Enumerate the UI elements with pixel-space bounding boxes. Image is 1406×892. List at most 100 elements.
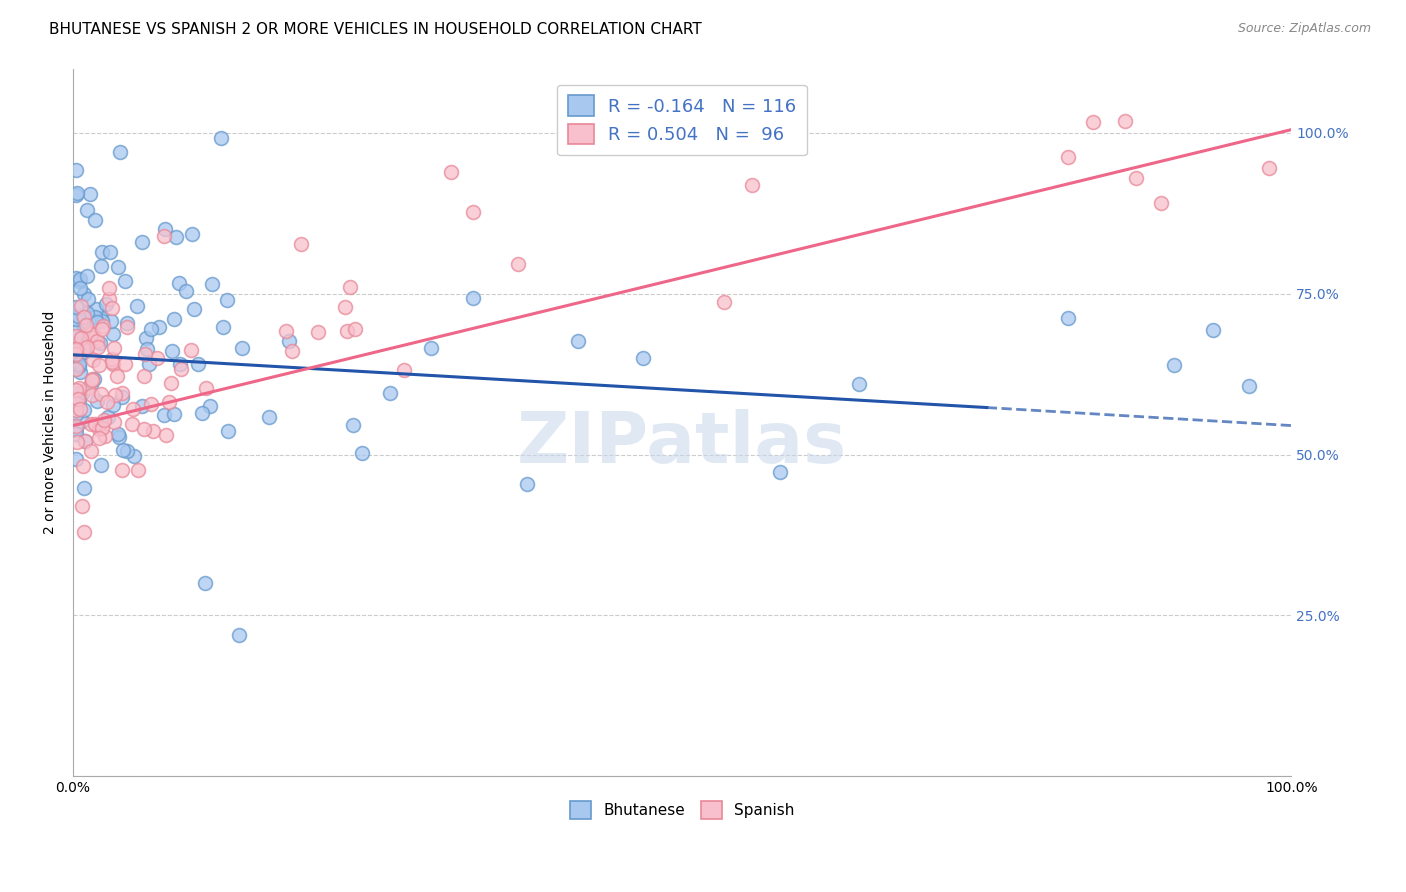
Point: [107, 429, 129, 443]
Point: [87, 358, 110, 372]
Point: [65, 347, 87, 361]
Point: [90, 458, 112, 472]
Point: [79, 187, 101, 202]
Point: [152, 408, 174, 422]
Point: [440, 165, 463, 179]
Point: [111, 390, 134, 404]
Point: [132, 421, 155, 435]
Point: [69, 347, 91, 361]
Point: [135, 331, 157, 345]
Point: [75, 434, 97, 449]
Point: [163, 407, 186, 421]
Point: [79, 417, 101, 432]
Point: [65, 402, 87, 417]
Point: [69, 365, 91, 379]
Point: [96, 297, 118, 311]
Point: [194, 576, 217, 591]
Point: [80, 373, 103, 387]
Point: [89, 430, 111, 444]
Point: [65, 395, 87, 409]
Point: [65, 427, 87, 442]
Point: [194, 381, 217, 395]
Point: [277, 334, 299, 348]
Point: [67, 357, 90, 371]
Point: [148, 319, 170, 334]
Point: [93, 429, 115, 443]
Point: [217, 424, 239, 438]
Point: [1125, 171, 1147, 186]
Point: [83, 372, 105, 386]
Point: [339, 280, 361, 294]
Point: [136, 342, 159, 356]
Point: [157, 395, 180, 409]
Point: [73, 287, 96, 301]
Point: [231, 342, 253, 356]
Legend: Bhutanese, Spanish: Bhutanese, Spanish: [564, 796, 800, 825]
Point: [66, 435, 89, 450]
Point: [75, 318, 97, 332]
Point: [290, 236, 312, 251]
Point: [121, 402, 143, 417]
Point: [66, 310, 89, 324]
Point: [73, 344, 96, 359]
Point: [90, 259, 112, 273]
Point: [66, 324, 89, 338]
Point: [307, 325, 329, 339]
Point: [1083, 115, 1105, 129]
Point: [72, 459, 94, 474]
Point: [89, 336, 111, 351]
Point: [187, 357, 209, 371]
Point: [848, 376, 870, 391]
Point: [97, 292, 120, 306]
Point: [336, 325, 359, 339]
Point: [73, 403, 96, 417]
Point: [97, 410, 120, 425]
Point: [76, 340, 98, 354]
Point: [162, 311, 184, 326]
Point: [1258, 161, 1281, 176]
Point: [257, 409, 280, 424]
Point: [67, 381, 90, 395]
Point: [101, 398, 124, 412]
Point: [1202, 323, 1225, 337]
Point: [103, 357, 125, 371]
Point: [65, 270, 87, 285]
Point: [741, 178, 763, 193]
Point: [121, 417, 143, 431]
Point: [333, 300, 356, 314]
Point: [86, 393, 108, 408]
Point: [276, 324, 298, 338]
Point: [516, 477, 538, 491]
Point: [141, 397, 163, 411]
Point: [107, 260, 129, 275]
Point: [91, 322, 114, 336]
Point: [65, 187, 87, 202]
Point: [342, 417, 364, 432]
Point: [101, 355, 124, 369]
Point: [67, 394, 90, 409]
Text: BHUTANESE VS SPANISH 2 OR MORE VEHICLES IN HOUSEHOLD CORRELATION CHART: BHUTANESE VS SPANISH 2 OR MORE VEHICLES …: [49, 22, 702, 37]
Point: [96, 394, 118, 409]
Point: [146, 351, 169, 365]
Point: [73, 310, 96, 325]
Point: [103, 415, 125, 429]
Point: [80, 376, 103, 391]
Point: [84, 301, 107, 316]
Point: [97, 281, 120, 295]
Point: [567, 334, 589, 348]
Point: [66, 392, 89, 406]
Point: [91, 319, 114, 334]
Point: [72, 318, 94, 333]
Point: [80, 326, 103, 341]
Point: [160, 343, 183, 358]
Point: [76, 202, 98, 217]
Point: [84, 310, 107, 324]
Point: [183, 302, 205, 317]
Point: [86, 334, 108, 349]
Point: [198, 399, 221, 413]
Point: [108, 145, 131, 159]
Point: [65, 329, 87, 343]
Point: [70, 499, 93, 513]
Point: [212, 319, 235, 334]
Point: [169, 357, 191, 371]
